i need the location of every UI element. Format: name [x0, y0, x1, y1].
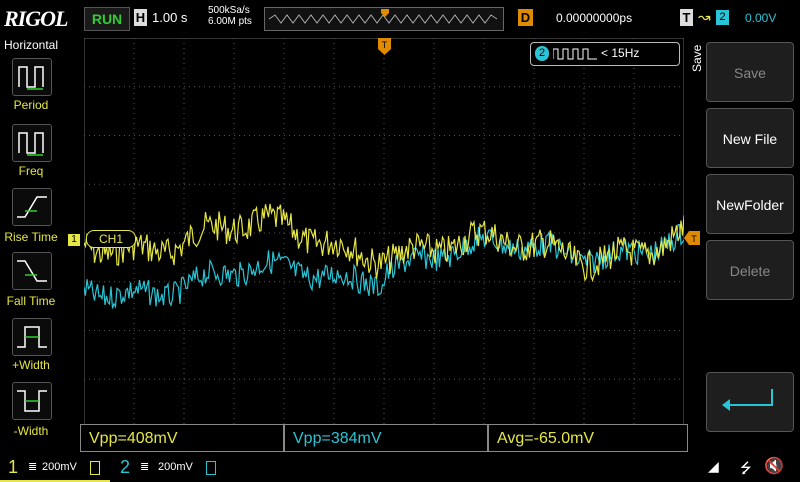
- pos-width-label: +Width: [12, 358, 50, 372]
- ch1-coupling-icon: ≣: [28, 461, 38, 473]
- delay-label: D: [518, 9, 533, 26]
- memory-depth: 6.00M pts: [208, 16, 252, 27]
- rise-time-icon: [17, 196, 47, 218]
- left-menu-title: Horizontal: [4, 38, 59, 52]
- new-folder-button[interactable]: NewFolder: [706, 174, 794, 234]
- period-button[interactable]: [12, 58, 52, 96]
- period-icon: [18, 66, 44, 90]
- rigol-logo: RIGOL: [4, 6, 68, 31]
- ch1-offset-marker[interactable]: 1: [68, 234, 80, 246]
- mute-icon[interactable]: 🔇: [764, 458, 784, 475]
- measurement-ch1-avg: Avg=-65.0mV: [488, 424, 688, 452]
- fall-time-label: Fall Time: [6, 294, 56, 308]
- freq-icon: [18, 132, 44, 156]
- horizontal-label: H: [134, 9, 147, 26]
- sample-rate: 500kSa/s: [208, 5, 250, 16]
- ch2-bandwidth-icon: [206, 461, 216, 475]
- neg-width-button[interactable]: [12, 382, 52, 420]
- timebase-value[interactable]: 1.00 s: [152, 10, 188, 25]
- rising-edge-icon: ↝: [698, 9, 711, 26]
- trigger-label: T: [680, 9, 693, 26]
- period-label: Period: [13, 98, 49, 112]
- ch2-scale: 200mV: [158, 461, 193, 473]
- run-stop-status[interactable]: RUN: [84, 7, 130, 31]
- ch1-number: 1: [7, 457, 18, 477]
- pulse-train-icon: [553, 48, 597, 60]
- fall-time-icon: [17, 260, 47, 282]
- neg-width-label: -Width: [13, 424, 49, 438]
- menu-toggle-icon[interactable]: ◢: [708, 458, 719, 474]
- pos-width-icon: [17, 326, 47, 348]
- freq-button[interactable]: [12, 124, 52, 162]
- neg-width-icon: [17, 390, 47, 412]
- measurement-ch1-vpp: Vpp=408mV: [80, 424, 284, 452]
- frequency-counter: 2 < 15Hz: [530, 42, 680, 66]
- delay-value[interactable]: 0.00000000ps: [556, 11, 633, 25]
- trigger-level-marker[interactable]: T: [684, 231, 700, 245]
- trigger-level[interactable]: 0.00V: [745, 11, 777, 25]
- ch1-scale: 200mV: [42, 461, 77, 473]
- ch2-status[interactable]: 2 ≣ 200mV: [112, 456, 222, 480]
- freq-label: Freq: [18, 164, 44, 178]
- rise-time-button[interactable]: [12, 188, 52, 226]
- waveform-display[interactable]: [84, 38, 684, 428]
- channel-bar: [0, 454, 800, 480]
- new-file-button[interactable]: New File: [706, 108, 794, 168]
- freq-counter-value: < 15Hz: [601, 46, 640, 60]
- svg-text:T: T: [691, 234, 697, 244]
- measurement-ch2-vpp: Vpp=384mV: [284, 424, 488, 452]
- delete-button[interactable]: Delete: [706, 240, 794, 300]
- fall-time-button[interactable]: [12, 252, 52, 290]
- ch1-status[interactable]: 1 ≣ 200mV: [0, 456, 110, 482]
- memory-map: [264, 7, 504, 31]
- return-button[interactable]: [706, 372, 794, 432]
- rise-time-label: Rise Time: [4, 230, 58, 244]
- trigger-source[interactable]: 2: [716, 10, 729, 25]
- return-icon: [722, 389, 773, 411]
- pos-width-button[interactable]: [12, 318, 52, 356]
- ch1-waveform: [84, 203, 684, 283]
- ch2-number: 2: [119, 457, 130, 477]
- ch1-bandwidth-icon: [90, 461, 100, 475]
- memory-waveform-icon: [268, 9, 498, 24]
- usb-icon: ⭍: [740, 460, 752, 476]
- ch2-waveform: [84, 223, 684, 309]
- right-menu-title: Save: [690, 44, 704, 72]
- freq-channel-badge: 2: [535, 46, 549, 61]
- save-button[interactable]: Save: [706, 42, 794, 102]
- trigger-position-marker[interactable]: T: [378, 38, 391, 56]
- svg-text:T: T: [382, 40, 388, 50]
- ch2-coupling-icon: ≣: [140, 461, 150, 473]
- trigger-position-icon: [381, 9, 389, 17]
- ch1-tag: CH1: [86, 230, 136, 248]
